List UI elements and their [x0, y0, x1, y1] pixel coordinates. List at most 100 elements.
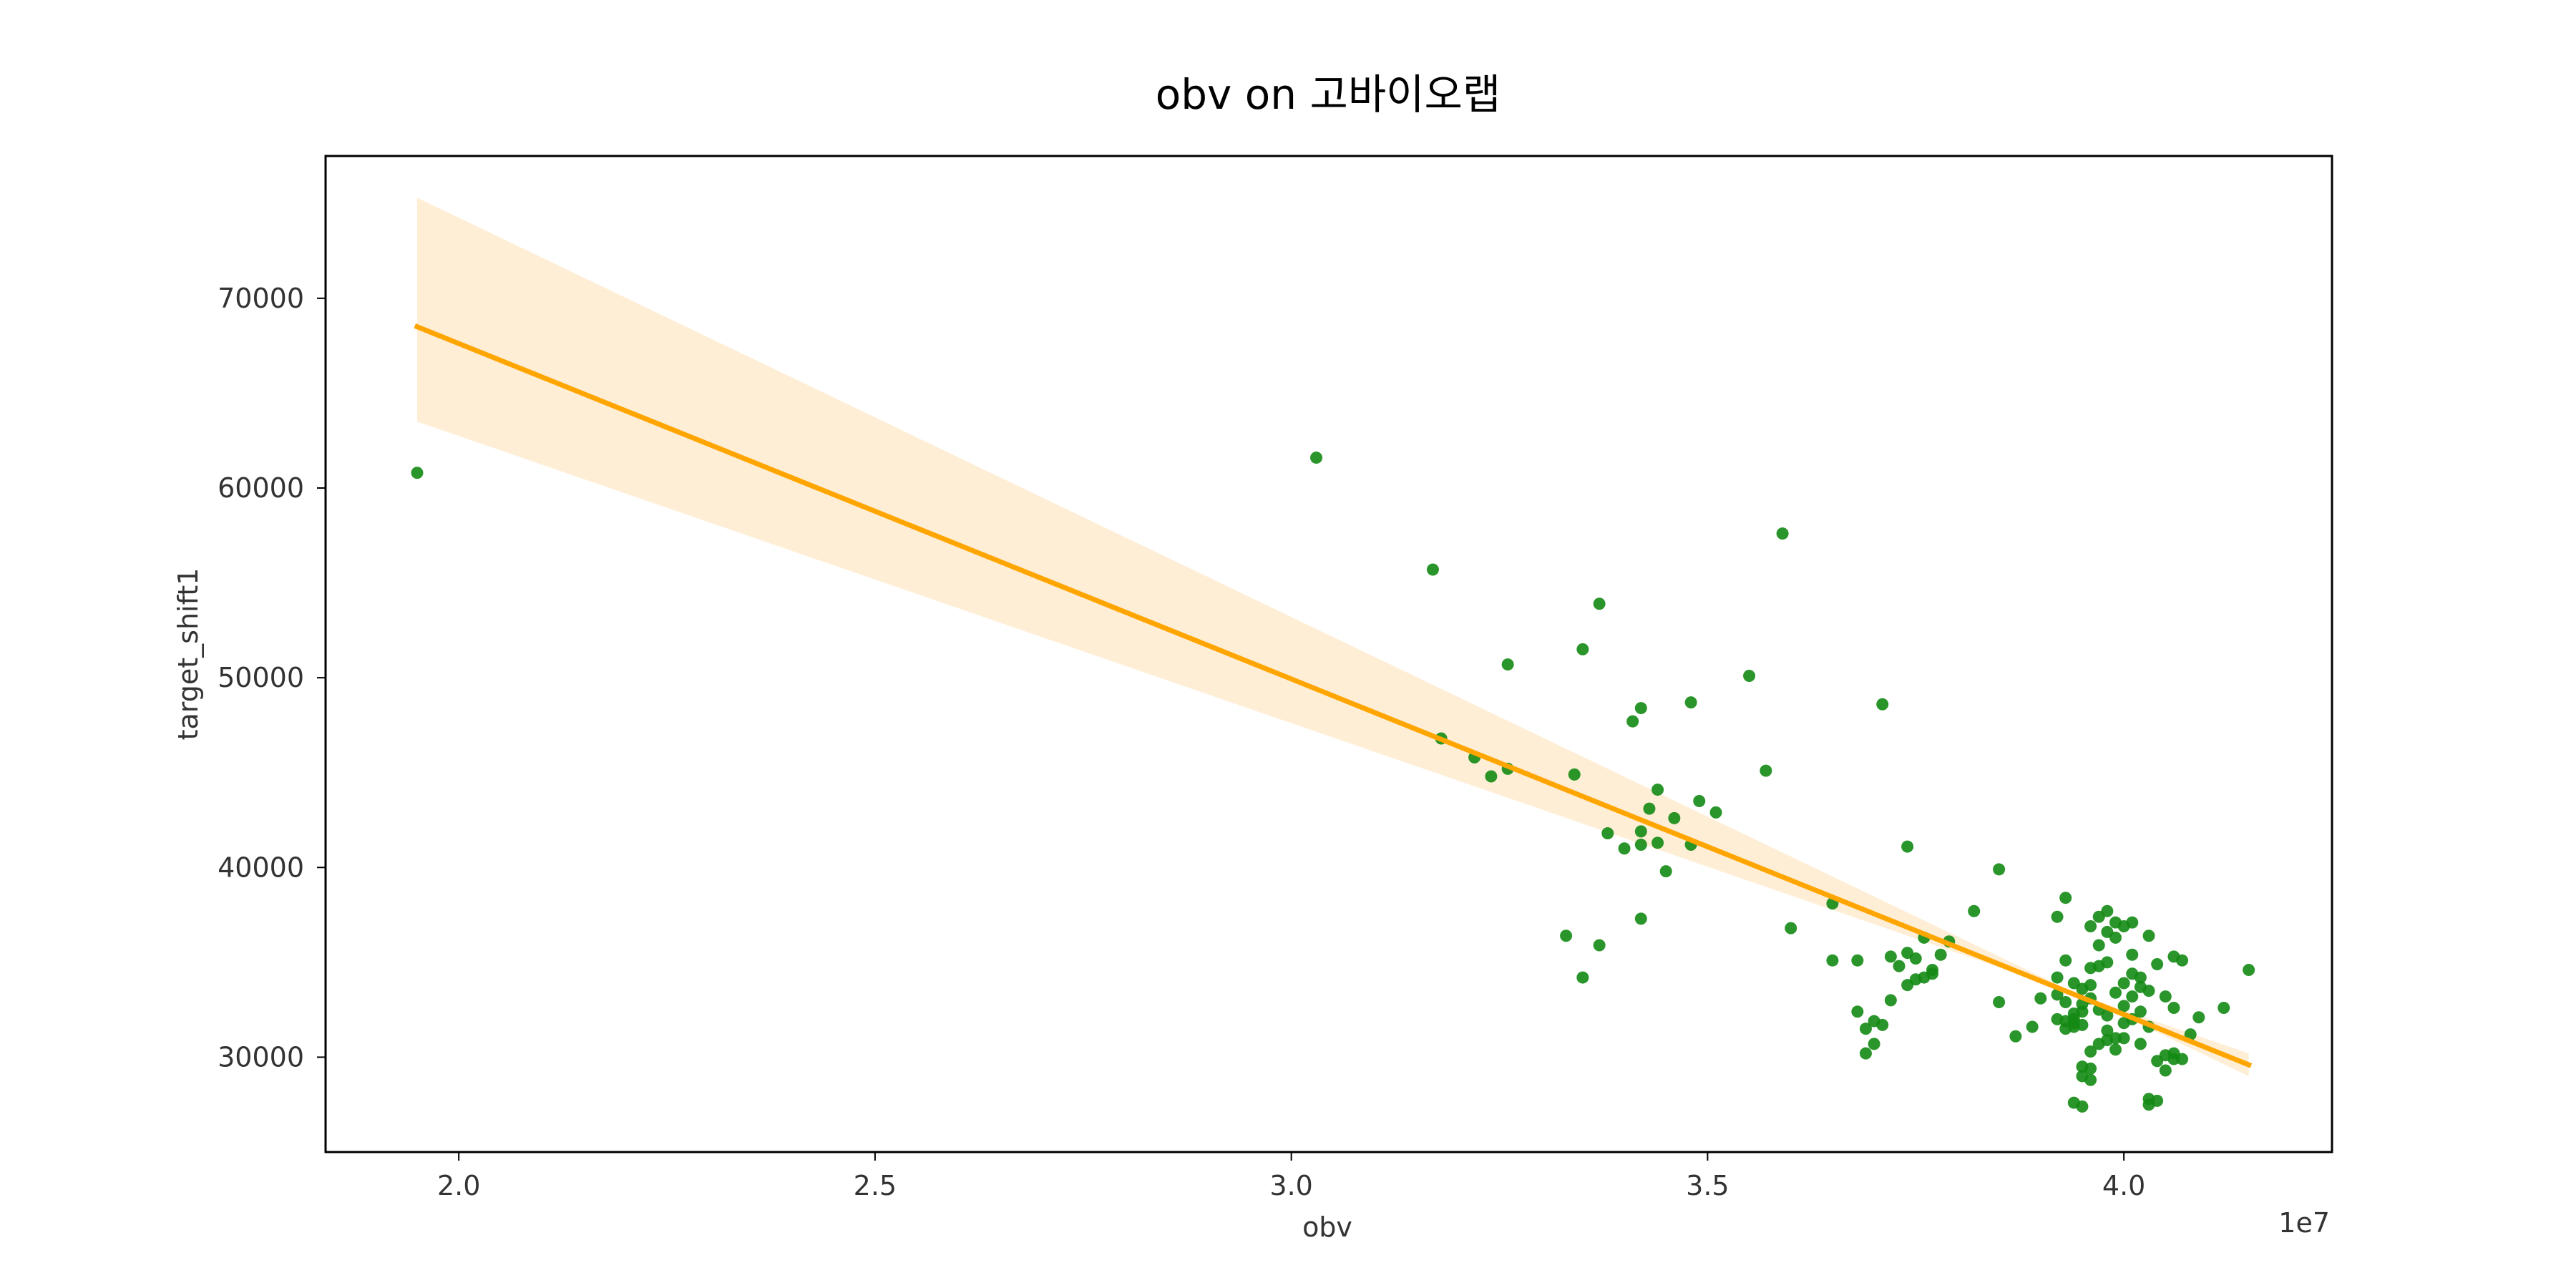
data-point: [2109, 931, 2122, 944]
data-point: [2101, 1024, 2114, 1037]
confidence-band: [416, 197, 2249, 1076]
data-point: [2192, 1011, 2205, 1024]
data-point: [1968, 904, 1981, 917]
plot-frame: [324, 155, 2333, 1153]
data-point: [2101, 956, 2114, 969]
data-point: [2134, 1038, 2147, 1050]
data-point: [1993, 996, 2006, 1009]
data-point: [2084, 1062, 2097, 1075]
data-point: [1884, 994, 1897, 1007]
data-point: [2076, 1100, 2089, 1113]
regression-line-path: [414, 323, 2253, 1068]
x-tick-label: 3.0: [1269, 1170, 1312, 1201]
data-point: [2092, 939, 2105, 952]
data-point: [1652, 784, 1664, 796]
data-point: [2084, 919, 2097, 932]
data-point: [1485, 770, 1498, 783]
data-point: [1501, 658, 1514, 671]
data-point: [1851, 954, 1864, 967]
data-point: [2084, 1073, 2097, 1086]
data-point: [2176, 954, 2189, 967]
data-point: [2101, 904, 2114, 917]
data-point: [1893, 960, 1906, 972]
data-point: [2067, 1017, 2080, 1030]
data-point: [2009, 1030, 2022, 1043]
data-point: [1576, 643, 1589, 655]
data-point: [1693, 794, 1706, 807]
data-point: [1776, 527, 1789, 540]
y-tick-label: 30000: [218, 1041, 304, 1073]
x-tick-label: 2.0: [437, 1170, 480, 1201]
data-point: [1926, 967, 1939, 980]
data-point: [1859, 1047, 1872, 1060]
data-point: [1659, 865, 1672, 878]
data-point: [2084, 979, 2097, 992]
data-point: [1634, 838, 1647, 851]
data-point: [1684, 696, 1697, 709]
data-point: [2243, 963, 2255, 976]
data-point: [1310, 452, 1323, 464]
data-point: [1643, 802, 1656, 815]
data-point: [2051, 1013, 2064, 1025]
data-point: [2034, 992, 2047, 1005]
data-point: [2142, 985, 2155, 997]
chart-title: obv on 고바이오랩: [1156, 70, 1501, 119]
data-point: [2059, 892, 2072, 904]
y-tick-label: 70000: [218, 283, 304, 314]
data-point: [2026, 1020, 2039, 1033]
data-point: [2167, 1001, 2180, 1014]
data-point: [2059, 954, 2072, 967]
data-point: [1709, 806, 1722, 819]
data-point: [1593, 939, 1606, 952]
y-axis-ticks: 30000 40000 50000 60000 70000: [218, 283, 326, 1073]
data-point: [2101, 1034, 2114, 1047]
data-point: [1876, 698, 1889, 711]
x-tick-label: 2.5: [854, 1170, 897, 1201]
data-point: [2109, 1043, 2122, 1056]
data-point: [2051, 971, 2064, 984]
data-point: [1626, 715, 1639, 728]
data-point: [2084, 1045, 2097, 1058]
data-point: [1851, 1005, 1864, 1018]
data-point: [1785, 922, 1797, 935]
data-point: [2159, 990, 2172, 1003]
y-tick-label: 60000: [218, 472, 304, 504]
data-point: [1634, 825, 1647, 838]
data-point: [1634, 912, 1647, 925]
data-point: [2084, 962, 2097, 975]
data-point: [1743, 669, 1756, 682]
data-point: [1901, 840, 1914, 853]
data-point: [1760, 764, 1772, 777]
data-point: [1859, 1023, 1872, 1035]
data-point: [1618, 842, 1631, 855]
data-point: [2218, 1001, 2230, 1014]
data-point: [1560, 930, 1573, 942]
data-point: [1652, 836, 1664, 849]
data-point: [1593, 597, 1606, 610]
y-tick-label: 40000: [218, 852, 304, 883]
data-point: [2151, 958, 2164, 971]
data-point: [2059, 996, 2072, 1009]
y-tick-label: 50000: [218, 662, 304, 693]
x-axis-label: obv: [1302, 1211, 1352, 1243]
y-axis-label: target_shift1: [172, 568, 204, 741]
x-offset-label: 1e7: [2278, 1207, 2330, 1239]
data-point: [2159, 1064, 2172, 1077]
data-point: [1993, 863, 2006, 876]
data-point: [2117, 1000, 2130, 1013]
data-point: [1884, 950, 1897, 963]
data-point: [2076, 1005, 2089, 1018]
data-points: [411, 452, 2255, 1113]
x-tick-label: 4.0: [2102, 1170, 2145, 1201]
data-point: [1826, 954, 1839, 967]
data-point: [2126, 967, 2139, 980]
data-point: [1909, 952, 1922, 965]
x-axis-ticks: 2.0 2.5 3.0 3.5 4.0: [437, 1152, 2145, 1201]
data-point: [2051, 910, 2064, 923]
data-point: [2109, 986, 2122, 999]
data-point: [1876, 1018, 1889, 1031]
confidence-band-area: [416, 197, 2249, 1076]
x-tick-label: 3.5: [1686, 1170, 1729, 1201]
regression-line: [414, 323, 2253, 1068]
